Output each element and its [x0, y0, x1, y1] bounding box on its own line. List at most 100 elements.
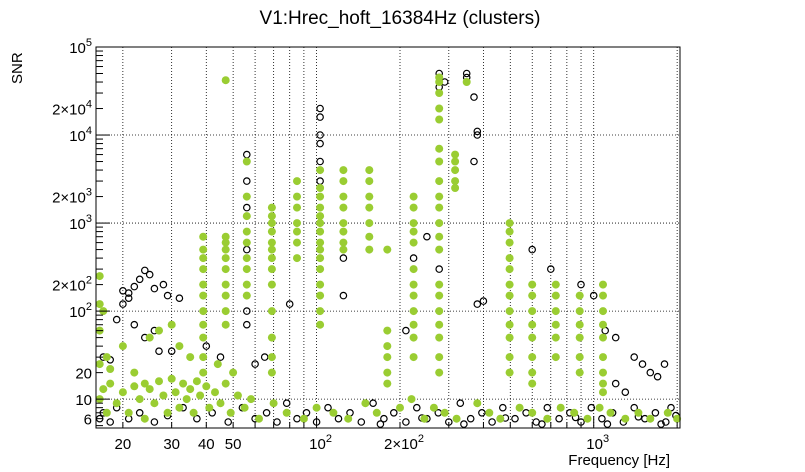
data-point-filled: [599, 333, 607, 342]
data-point-filled: [473, 399, 482, 408]
data-point-filled: [435, 192, 444, 201]
data-point-filled: [339, 166, 348, 175]
data-point-open: [479, 297, 488, 305]
data-point-open: [380, 414, 388, 423]
data-point-filled: [505, 219, 514, 228]
data-point-filled: [293, 219, 301, 228]
data-point-filled: [409, 227, 418, 236]
data-point-filled: [106, 365, 115, 373]
data-point-filled: [551, 291, 560, 300]
data-point-filled: [583, 414, 592, 423]
data-point-filled: [316, 280, 325, 289]
data-point-filled: [221, 265, 230, 274]
data-point-filled: [189, 408, 198, 417]
data-point-open: [124, 294, 133, 303]
data-point-filled: [145, 333, 154, 342]
data-point-open: [587, 403, 596, 412]
data-point-filled: [102, 408, 111, 417]
data-point-filled: [112, 399, 121, 408]
data-point-filled: [213, 360, 222, 369]
data-point-filled: [435, 320, 444, 329]
data-point-filled: [599, 291, 607, 300]
y-tick-label: 2×104: [52, 99, 92, 119]
data-point-filled: [570, 408, 579, 417]
data-point-filled: [267, 353, 276, 362]
data-point-filled: [409, 192, 418, 201]
data-point-filled: [505, 265, 514, 274]
data-point-filled: [316, 203, 325, 212]
data-point-filled: [221, 307, 230, 316]
data-point-filled: [140, 414, 149, 423]
data-point-filled: [451, 157, 460, 166]
data-point-filled: [435, 78, 444, 86]
data-point-filled: [205, 403, 214, 412]
data-point-filled: [440, 408, 449, 417]
data-point-open: [216, 353, 225, 361]
data-point-filled: [339, 245, 348, 254]
data-point-filled: [192, 377, 201, 386]
data-point-filled: [267, 203, 276, 212]
data-point-filled: [528, 408, 537, 417]
data-point-filled: [118, 388, 127, 397]
data-point-filled: [575, 320, 584, 329]
data-point-filled: [175, 342, 184, 351]
data-point-filled: [329, 408, 338, 417]
data-point-filled: [505, 238, 514, 247]
data-point-filled: [267, 254, 276, 263]
data-point-filled: [267, 307, 276, 316]
data-point-filled: [199, 368, 208, 377]
data-point-open: [124, 289, 133, 297]
data-point-open: [466, 414, 475, 423]
data-point-filled: [267, 280, 276, 289]
data-point-filled: [515, 403, 524, 412]
data-point-filled: [435, 245, 444, 254]
data-point-filled: [316, 238, 325, 247]
data-point-filled: [316, 219, 325, 228]
data-point-filled: [202, 382, 211, 391]
data-point-filled: [528, 379, 537, 388]
data-point-open: [316, 139, 324, 148]
data-point-open: [660, 360, 669, 368]
data-point-filled: [339, 177, 348, 186]
data-point-filled: [182, 395, 191, 404]
data-point-filled: [409, 307, 418, 316]
data-point-filled: [435, 280, 444, 289]
data-point-filled: [269, 399, 278, 408]
data-point-filled: [505, 368, 514, 377]
data-point-filled: [575, 368, 584, 377]
y-axis-label: SNR: [9, 52, 26, 84]
y-tick-label: 2×102: [52, 275, 92, 295]
data-point-filled: [420, 414, 429, 423]
data-point-filled: [196, 391, 205, 400]
data-point-filled: [435, 89, 444, 97]
data-point-filled: [199, 291, 208, 300]
data-point-filled: [216, 399, 225, 408]
data-point-open: [661, 418, 670, 426]
data-point-filled: [365, 192, 374, 201]
data-point-filled: [409, 280, 418, 289]
y-tick-label: 103: [69, 213, 92, 233]
data-point-filled: [211, 388, 219, 397]
data-point-filled: [199, 265, 208, 274]
data-point-filled: [316, 320, 325, 329]
data-point-open: [334, 414, 343, 423]
data-point-filled: [242, 227, 251, 236]
data-point-open: [473, 131, 482, 139]
grid-lines: [96, 47, 680, 428]
y-tick-label: 105: [69, 37, 92, 57]
data-point-filled: [383, 379, 392, 388]
data-point-open: [653, 372, 662, 381]
data-point-open: [260, 353, 269, 361]
data-point-filled: [293, 177, 301, 186]
data-point-filled: [199, 353, 208, 362]
data-point-filled: [505, 353, 514, 362]
data-point-filled: [175, 403, 184, 412]
data-point-filled: [452, 414, 461, 423]
data-point-open: [202, 342, 211, 350]
x-tick-label: 50: [225, 436, 242, 453]
data-point-filled: [575, 307, 584, 316]
data-point-open: [159, 280, 168, 289]
data-point-filled: [407, 395, 416, 404]
data-point-filled: [339, 238, 348, 247]
data-point-filled: [102, 353, 111, 362]
